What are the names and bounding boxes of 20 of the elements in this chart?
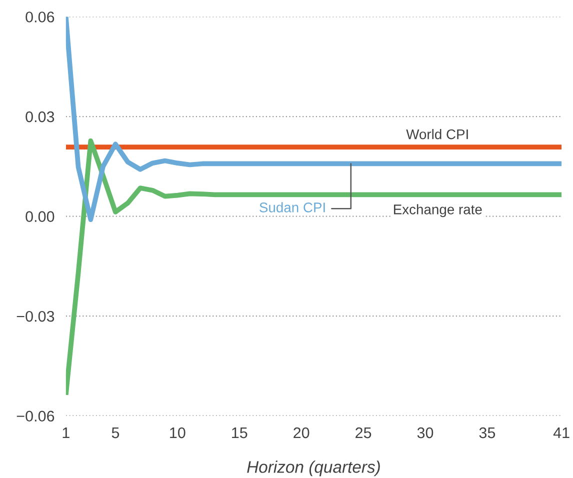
- x-tick-label: 30: [417, 427, 434, 438]
- x-tick-label: 5: [112, 428, 120, 438]
- y-tick-label: −0.06: [16, 410, 54, 422]
- y-tick-label: 0.00: [26, 211, 54, 222]
- y-tick-label: 0.03: [26, 111, 54, 122]
- x-tick-label: 20: [294, 427, 310, 438]
- line-series: [66, 138, 562, 398]
- text: Sudan CPI: [260, 202, 325, 212]
- series-label: Exchange rate: [394, 204, 482, 218]
- x-tick-label: 1: [62, 428, 70, 438]
- y-tick-label: −0.03: [16, 310, 54, 322]
- x-axis-title: Horizon (quarters): [247, 460, 380, 476]
- series-label: World CPI: [406, 129, 468, 140]
- x-tick-label: 10: [170, 427, 186, 438]
- x-tick-label: 15: [232, 428, 248, 438]
- x-tick-label: 35: [479, 427, 496, 438]
- y-tick-label: 0.06: [26, 12, 54, 22]
- line-series: [66, 16, 562, 222]
- x-tick-label: 25: [356, 427, 372, 438]
- x-tick-label: 41: [553, 428, 570, 438]
